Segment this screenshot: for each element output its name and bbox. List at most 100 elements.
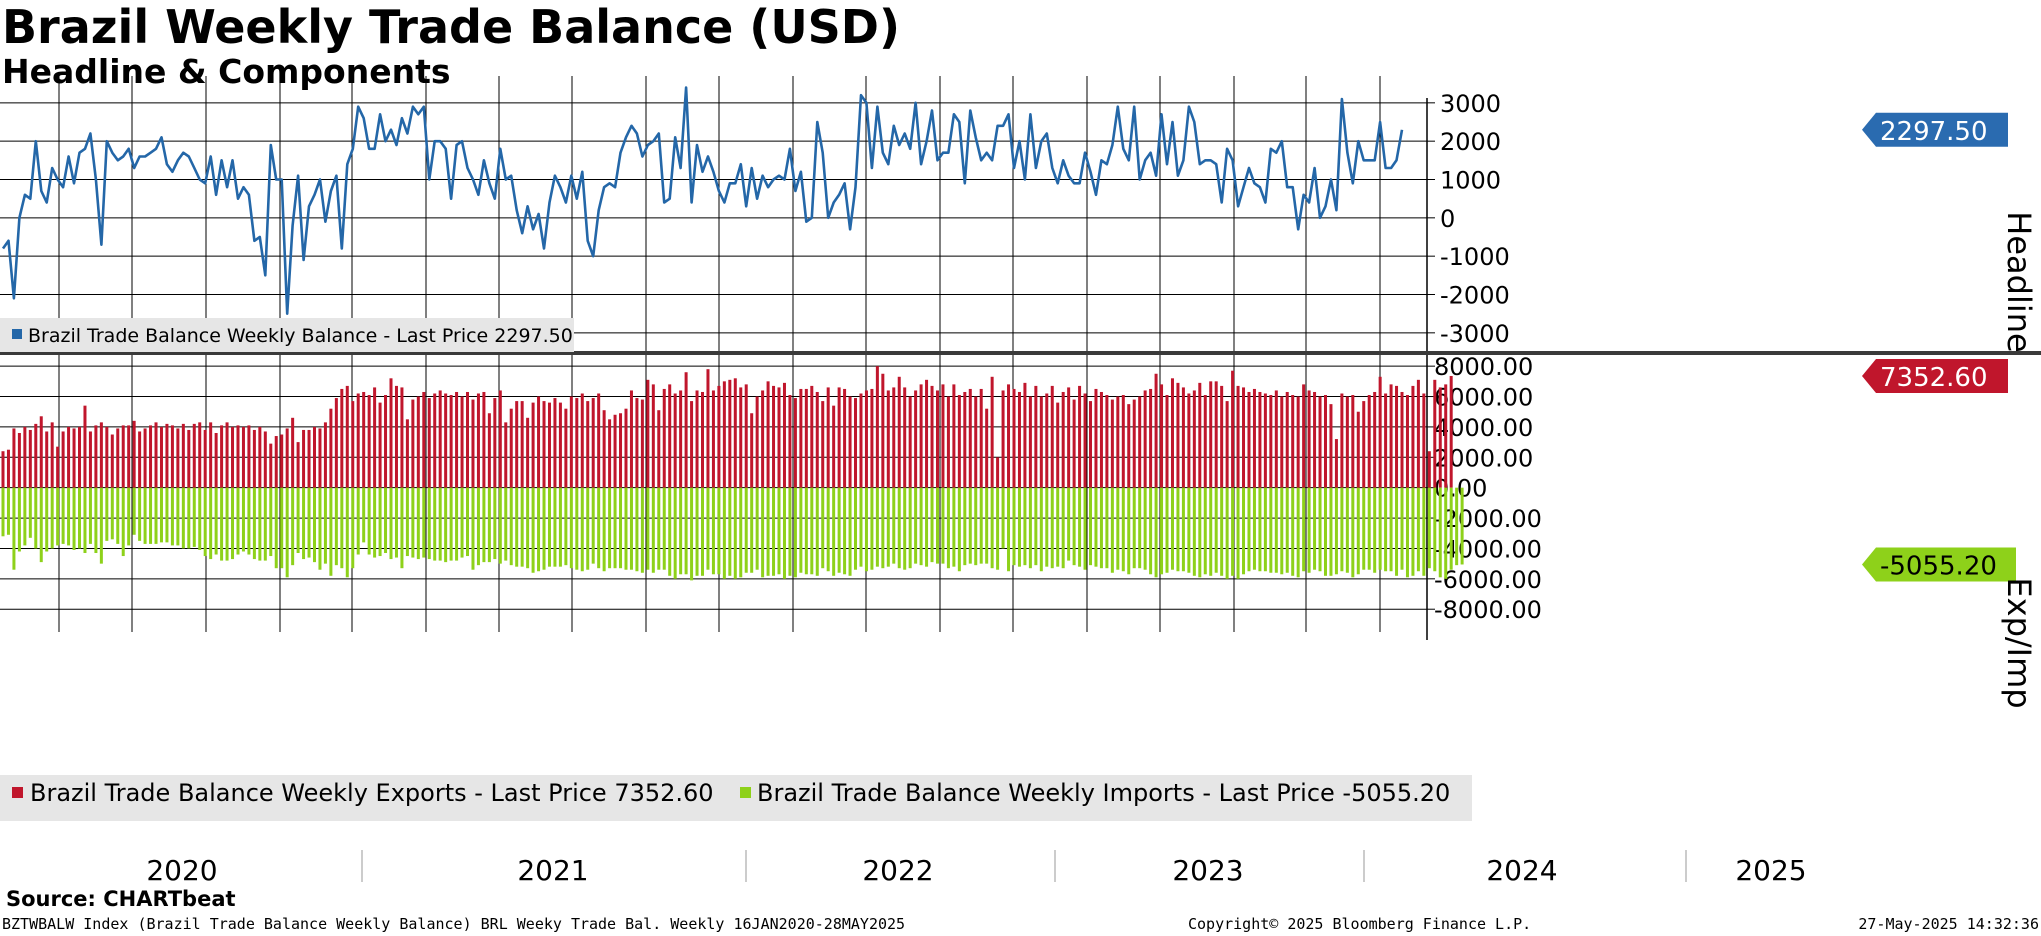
imports-bar <box>1078 487 1082 567</box>
imports-bar <box>537 487 541 572</box>
exports-bar <box>187 429 191 488</box>
y-tick-label-headline: -1000 <box>1440 243 1510 271</box>
exports-bar <box>1400 391 1404 488</box>
imports-bar <box>542 487 546 570</box>
exports-bar <box>1089 401 1093 488</box>
exports-bar <box>1334 439 1338 488</box>
exports-bar <box>881 373 885 488</box>
imports-bar <box>389 487 393 560</box>
imports-bar <box>1017 487 1021 567</box>
exports-bar <box>280 434 284 488</box>
legend-imports-label: Brazil Trade Balance Weekly Imports - La… <box>757 779 1450 807</box>
exports-bar <box>668 384 672 488</box>
imports-bar <box>1258 487 1262 572</box>
exports-bar <box>1296 396 1300 488</box>
exports-bar <box>334 398 338 488</box>
imports-bar <box>318 487 322 570</box>
exports-bar <box>67 426 71 488</box>
exports-bar <box>864 390 868 488</box>
exports-bar <box>416 396 420 488</box>
imports-bar <box>1405 487 1409 578</box>
y-tick-label-expimp: 4000.00 <box>1434 414 1533 442</box>
exports-bar <box>1187 393 1191 488</box>
exports-bar <box>1318 396 1322 488</box>
imports-bar <box>1307 487 1311 573</box>
imports-bar <box>662 487 666 570</box>
exports-bar <box>1444 384 1448 488</box>
exports-bar <box>1007 384 1011 488</box>
exports-bar <box>444 393 448 488</box>
imports-bar <box>728 487 732 576</box>
imports-bar <box>241 487 245 552</box>
exports-bar <box>700 391 705 488</box>
imports-bar <box>334 487 338 566</box>
exports-bar <box>493 398 497 488</box>
exports-bar <box>564 408 568 488</box>
imports-bar <box>411 487 415 558</box>
imports-bar <box>1089 487 1093 566</box>
exports-bar <box>362 391 366 488</box>
last-price-headline-tag <box>1862 112 2008 147</box>
exports-bar <box>312 426 316 488</box>
exports-bar <box>1028 396 1032 488</box>
imports-bar <box>455 487 459 561</box>
legend-exports-swatch <box>12 787 23 798</box>
imports-bar <box>1236 487 1240 579</box>
exports-bar <box>1001 390 1005 488</box>
exports-bar <box>739 387 743 488</box>
exports-bar <box>433 393 437 488</box>
imports-bar <box>695 487 699 576</box>
exports-bar <box>94 425 98 488</box>
exports-bar <box>1099 391 1103 488</box>
exports-bar <box>1389 384 1393 488</box>
exports-bar <box>569 396 573 488</box>
exports-bar <box>728 379 732 488</box>
exports-bar <box>722 381 726 488</box>
exports-bar <box>744 384 748 488</box>
imports-bar <box>17 487 21 552</box>
exports-bar <box>777 387 781 488</box>
imports-bar <box>935 487 939 564</box>
imports-bar <box>1138 487 1142 569</box>
exports-bar <box>225 422 229 488</box>
exports-bar <box>509 408 513 488</box>
exports-bar <box>804 388 808 488</box>
exports-bar <box>455 391 459 488</box>
imports-bar <box>657 487 661 570</box>
exports-bar <box>1110 399 1114 488</box>
imports-bar <box>1094 487 1098 567</box>
exports-bar <box>1362 401 1366 488</box>
y-tick-label-headline: 2000 <box>1440 128 1501 156</box>
imports-bar <box>914 487 918 564</box>
exports-bar <box>39 416 43 488</box>
exports-bar <box>471 399 475 488</box>
imports-bar <box>864 487 868 572</box>
exports-bar <box>1078 385 1082 488</box>
imports-bar <box>979 487 983 564</box>
exports-bar <box>717 385 721 488</box>
imports-bar <box>356 487 360 555</box>
imports-bar <box>892 487 896 564</box>
imports-bar <box>903 487 907 570</box>
exports-bar <box>657 410 661 488</box>
exports-bar <box>498 390 502 488</box>
footer-timestamp: 27-May-2025 14:32:36 <box>1858 915 2039 933</box>
exports-bar <box>1449 375 1453 488</box>
exports-bar <box>165 423 169 488</box>
imports-bar <box>810 487 814 575</box>
exports-bar <box>1149 388 1153 488</box>
imports-bar <box>1427 487 1431 569</box>
exports-bar <box>1236 385 1240 488</box>
y-axis-title-headline: Headline <box>2000 211 2038 352</box>
imports-bar <box>1056 487 1060 567</box>
imports-bar <box>1411 487 1415 576</box>
imports-bar <box>531 487 535 573</box>
imports-bar <box>952 487 956 567</box>
imports-bar <box>127 487 131 546</box>
imports-bar <box>733 487 737 579</box>
exports-bar <box>575 398 579 488</box>
imports-bar <box>700 487 705 576</box>
exports-bar <box>793 398 797 488</box>
chart-subtitle: Headline & Components <box>2 52 451 91</box>
imports-bar <box>804 487 808 575</box>
